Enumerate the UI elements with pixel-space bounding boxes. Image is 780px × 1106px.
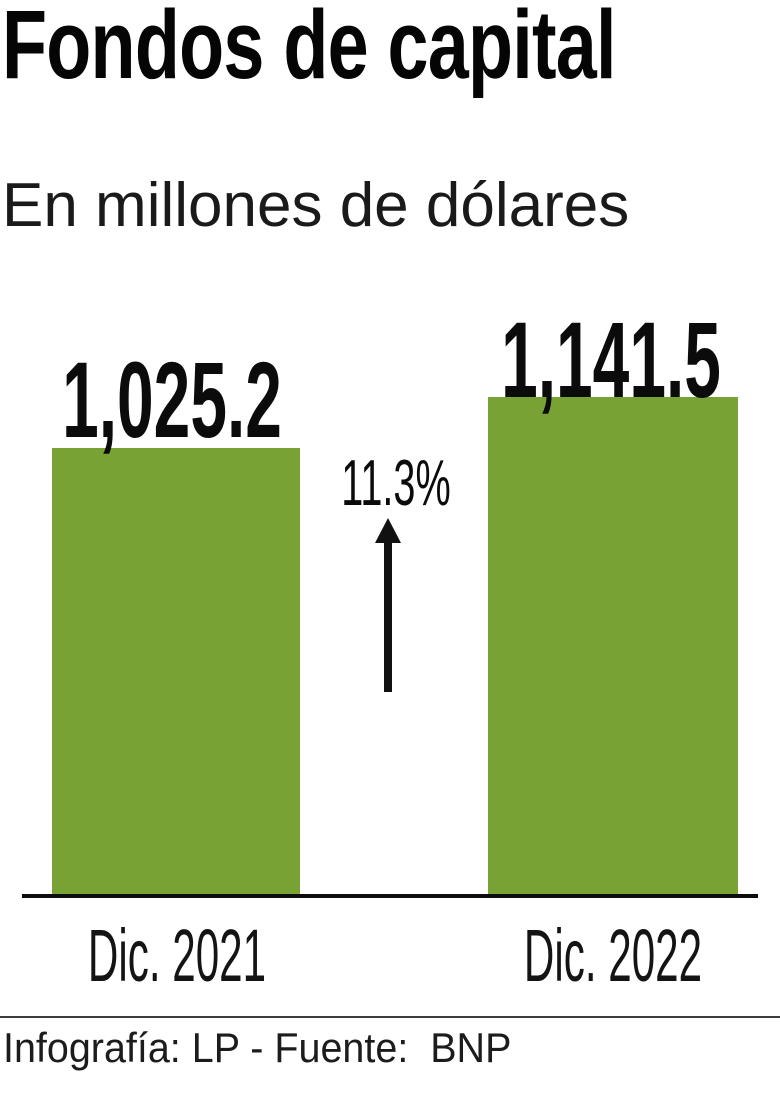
x-axis-baseline <box>22 894 758 898</box>
up-arrow-head <box>375 518 401 543</box>
bar-dic-2021 <box>52 448 300 896</box>
percent-change-label: 11.3% <box>341 446 451 519</box>
category-label-2021: Dic. 2021 <box>87 914 267 997</box>
footer-divider-line <box>0 1016 780 1018</box>
bar-dic-2022 <box>488 397 738 896</box>
up-arrow-shaft <box>384 540 392 692</box>
category-label-2022: Dic. 2022 <box>523 914 703 997</box>
footer-credit: Infografía: LP - Fuente: BNP <box>3 1024 512 1071</box>
value-label-2021: 1,025.2 <box>62 339 282 460</box>
up-arrow-icon <box>375 518 401 692</box>
chart-subtitle: En millones de dólares <box>2 171 630 240</box>
page-title: Fondos de capital <box>2 0 617 99</box>
value-label-2022: 1,141.5 <box>501 299 721 420</box>
